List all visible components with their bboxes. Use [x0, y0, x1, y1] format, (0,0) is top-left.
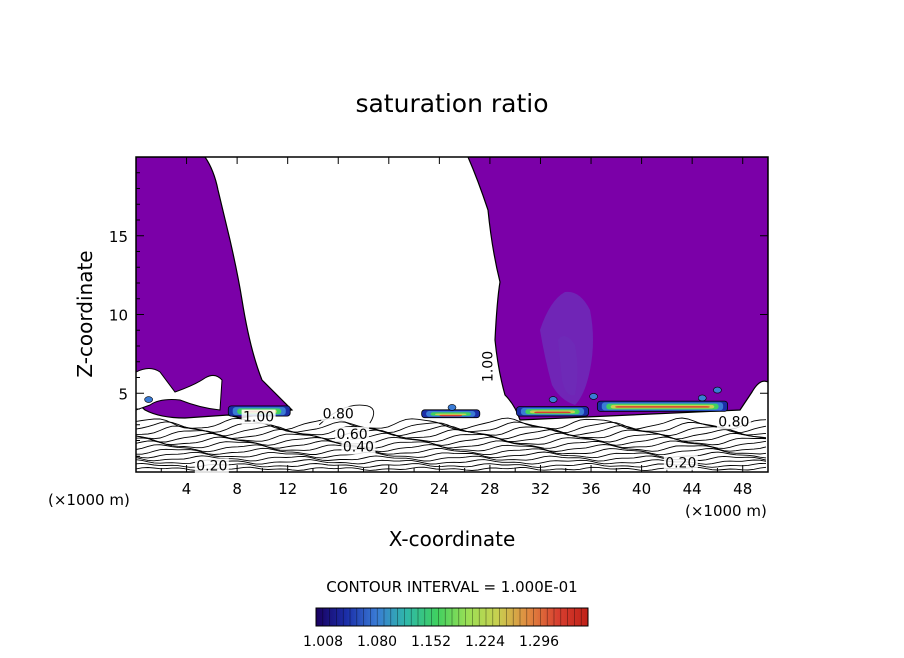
supersaturation-band — [434, 413, 467, 416]
supersaturation-blob — [589, 393, 598, 400]
contour-label: 1.00 — [243, 410, 274, 426]
supersaturation-blob — [548, 396, 558, 403]
x-tick-label: 4 — [182, 480, 192, 498]
supersaturation-band — [439, 414, 463, 417]
unsaturated-notch-left — [136, 368, 223, 411]
x-tick-label: 24 — [430, 480, 449, 498]
supersaturation-blob — [697, 394, 707, 402]
contour-line — [136, 466, 767, 472]
contour-label-bg — [341, 439, 376, 455]
contour-label: 0.40 — [343, 440, 374, 456]
contour-label-bg — [241, 409, 276, 425]
contour-label-bg — [716, 414, 751, 430]
contour-label-bg — [321, 406, 356, 422]
contour-lines — [136, 404, 767, 472]
supersaturation-band — [615, 406, 710, 408]
cloud-plume-core — [558, 336, 578, 396]
y-tick-label: 10 — [109, 307, 128, 325]
supersaturation-blob — [144, 396, 153, 403]
contour-line — [136, 440, 767, 449]
contour-label: 0.80 — [718, 414, 749, 430]
contour-labels: 1.00 0.80 0.600.40 0.20 1.00 0.80 0.20 — [194, 351, 751, 474]
contour-line — [136, 447, 767, 456]
x-tick-label: 48 — [733, 480, 752, 498]
x-tick-label: 16 — [329, 480, 348, 498]
y-tick-label: 5 — [118, 385, 128, 403]
colorbar-ticks: 1.008 1.080 1.152 1.224 1.296 — [303, 634, 559, 650]
x-tick-label: 36 — [581, 480, 600, 498]
supersaturation-blob — [447, 404, 457, 411]
contour-label-bg — [663, 455, 698, 471]
saturated-region-left — [136, 157, 294, 419]
contour-label: 0.60 — [337, 427, 368, 443]
colorbar-stripes — [322, 608, 582, 626]
contour-line — [136, 417, 767, 431]
x-unit-right: (×1000 m) — [685, 502, 767, 520]
supersaturation-band — [534, 411, 571, 414]
chart-title: saturation ratio — [355, 89, 548, 118]
x-tick-label: 8 — [232, 480, 242, 498]
contour-line — [136, 444, 767, 453]
x-tick-label: 32 — [531, 480, 550, 498]
x-tick-label: 28 — [480, 480, 499, 498]
x-tick-label: 12 — [278, 480, 297, 498]
contour-label: 0.20 — [196, 458, 227, 474]
y-axis-label: Z-coordinate — [73, 250, 97, 377]
contour-line — [136, 428, 767, 440]
x-unit-left: (×1000 m) — [48, 491, 130, 509]
contour-line — [136, 459, 767, 465]
supersaturation-blob — [713, 386, 722, 394]
colorbar-tick-label: 1.296 — [519, 634, 559, 650]
contour-line — [136, 462, 767, 468]
contour-interval-text: CONTOUR INTERVAL = 1.000E-01 — [326, 578, 577, 596]
contour-line — [136, 451, 767, 459]
saturated-region-right — [467, 157, 768, 421]
contour-label: 1.00 — [480, 351, 496, 382]
contour-line — [136, 421, 767, 434]
colorbar-tick-label: 1.152 — [411, 634, 451, 650]
contour-label-bg — [194, 458, 229, 474]
colorbar-tick-label: 1.224 — [465, 634, 505, 650]
contour-label: 0.80 — [323, 406, 354, 422]
colorbar-tick-label: 1.080 — [357, 634, 397, 650]
x-tick-label: 44 — [683, 480, 702, 498]
contour-label: 0.20 — [665, 455, 696, 471]
contour-line — [136, 455, 767, 462]
x-tick-label: 40 — [632, 480, 651, 498]
contour-line — [136, 436, 767, 446]
x-tick-label: 20 — [379, 480, 398, 498]
x-axis-label: X-coordinate — [389, 527, 516, 551]
y-tick-label: 15 — [109, 228, 128, 246]
y-axis-ticks: 5 10 15 — [109, 172, 768, 457]
contour-label-bg — [335, 426, 370, 442]
colorbar-tick-label: 1.008 — [303, 634, 343, 650]
